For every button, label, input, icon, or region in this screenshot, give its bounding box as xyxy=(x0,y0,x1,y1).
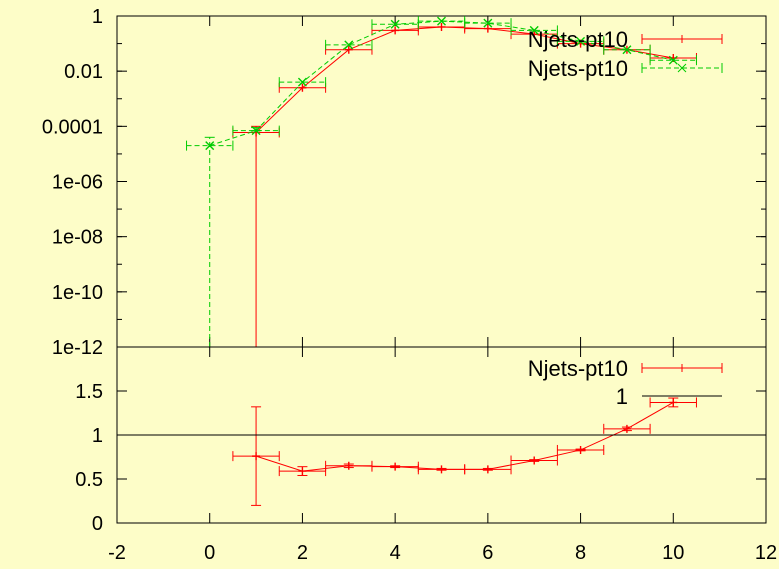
x-tick-label: 0 xyxy=(204,542,215,564)
x-tick-label: -2 xyxy=(108,542,126,564)
series-1 xyxy=(186,16,697,347)
plus-marker xyxy=(298,467,307,476)
data-point xyxy=(556,444,605,455)
plus-marker xyxy=(669,398,678,407)
data-point xyxy=(232,406,280,506)
data-point xyxy=(232,125,280,136)
data-point xyxy=(510,25,558,36)
x-marker xyxy=(390,19,400,29)
plus-marker xyxy=(298,83,307,92)
series-0 xyxy=(232,397,697,506)
legend: Njets-pt10 1 xyxy=(528,356,723,409)
y-tick-label: 0.0001 xyxy=(42,116,103,138)
plus-marker xyxy=(391,26,400,35)
y-tick-label: 1e-06 xyxy=(52,172,103,194)
plus-marker xyxy=(344,461,353,470)
x-marker xyxy=(576,36,586,46)
y-tick-label: 1e-12 xyxy=(52,337,103,359)
legend-label: Njets-pt10 xyxy=(528,356,628,381)
x-marker xyxy=(668,55,678,65)
data-point xyxy=(186,136,234,347)
x-marker xyxy=(251,126,261,136)
y-tick-label: 1e-10 xyxy=(52,282,103,304)
y-tick-label: 1 xyxy=(92,6,103,28)
y-tick-label: 1.5 xyxy=(75,381,103,403)
plus-marker xyxy=(576,445,585,454)
data-point xyxy=(278,466,327,477)
legend-label: 1 xyxy=(616,384,628,409)
y-tick-label: 0.01 xyxy=(64,61,103,83)
x-marker xyxy=(344,40,354,50)
data-point xyxy=(325,39,373,50)
legend-label: Njets-pt10 xyxy=(528,27,628,52)
data-point xyxy=(649,397,697,408)
legend-marker xyxy=(677,63,687,73)
data-point xyxy=(603,423,651,434)
x-marker xyxy=(529,25,539,35)
x-marker xyxy=(205,141,215,151)
plus-marker xyxy=(530,30,539,39)
x-tick-label: 4 xyxy=(390,542,401,564)
data-point xyxy=(649,55,697,66)
plus-marker xyxy=(252,452,261,461)
legend: Njets-pt10 Njets-pt10 xyxy=(528,27,723,81)
y-tick-label: 1 xyxy=(92,425,103,447)
legend-marker xyxy=(678,35,686,43)
x-marker xyxy=(622,45,632,55)
plus-marker xyxy=(437,22,446,31)
legend-label: Njets-pt10 xyxy=(528,56,628,81)
x-marker xyxy=(437,16,446,26)
data-point xyxy=(464,464,512,475)
data-point xyxy=(278,77,327,88)
plus-marker xyxy=(483,24,492,33)
data-point xyxy=(278,82,327,93)
x-tick-label: 6 xyxy=(482,542,493,564)
x-tick-label: 12 xyxy=(755,542,777,564)
x-tick-label: 10 xyxy=(662,542,684,564)
plus-marker xyxy=(391,462,400,471)
x-marker xyxy=(483,18,493,28)
data-point xyxy=(510,455,558,466)
x-marker xyxy=(297,77,307,87)
top-panel: 1 0.01 0.0001 1e-06 1e-08 1e-10 1e-12 Njets-pt1… xyxy=(42,6,767,359)
plus-marker xyxy=(622,424,631,433)
data-point xyxy=(603,44,651,55)
x-tick-label: 8 xyxy=(575,542,586,564)
plus-marker xyxy=(437,465,446,474)
legend-marker xyxy=(678,364,686,372)
plus-marker xyxy=(483,465,492,474)
x-tick-label: 2 xyxy=(297,542,308,564)
y-tick-label: 1e-08 xyxy=(52,227,103,249)
y-tick-label: 0.5 xyxy=(75,469,103,491)
y-tick-label: 0 xyxy=(92,513,103,535)
plus-marker xyxy=(530,456,539,465)
plus-marker xyxy=(344,45,353,54)
